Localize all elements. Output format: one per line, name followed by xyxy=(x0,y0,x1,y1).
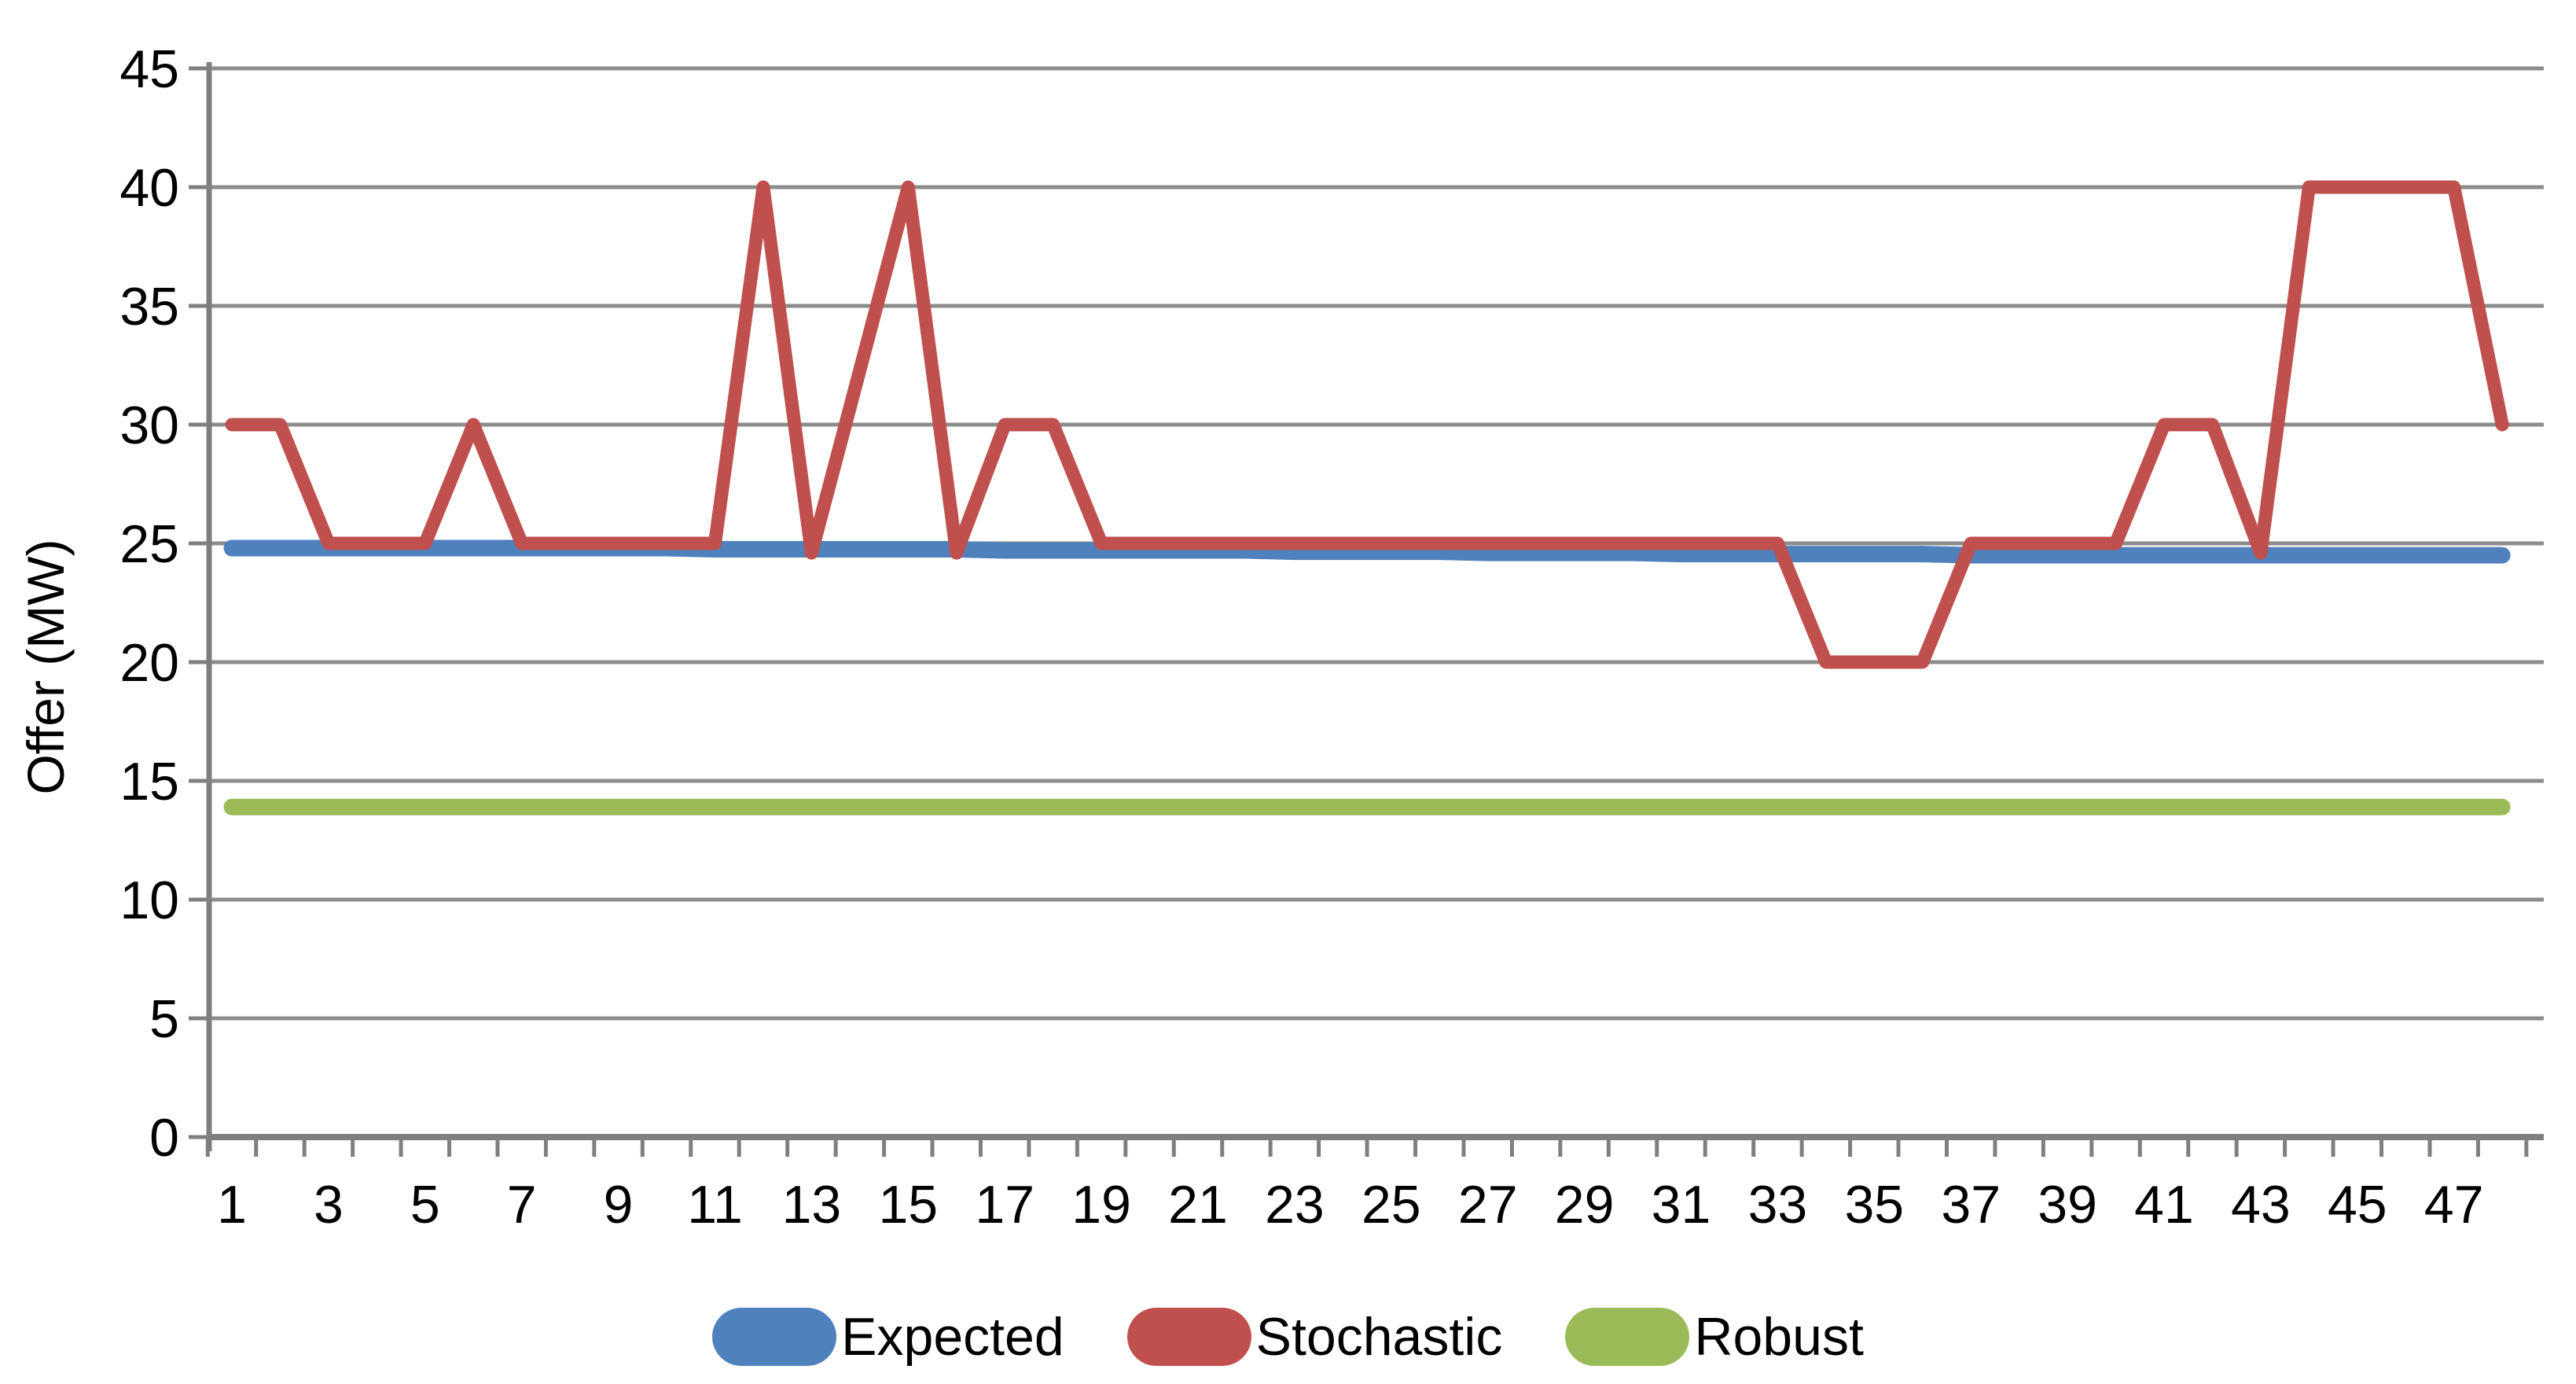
expected-line-swatch-icon xyxy=(712,1308,837,1366)
stochastic-line-swatch-icon xyxy=(1126,1308,1251,1366)
y-tick-label: 30 xyxy=(119,396,179,455)
x-tick-label: 31 xyxy=(1652,1175,1711,1235)
x-tick-label: 7 xyxy=(507,1175,537,1235)
x-tick-label: 17 xyxy=(975,1175,1034,1235)
x-tick-label: 11 xyxy=(687,1175,743,1235)
y-tick-label: 10 xyxy=(119,871,179,930)
legend-item-stochastic: Stochastic xyxy=(1126,1306,1503,1367)
x-tick-label: 19 xyxy=(1071,1175,1131,1235)
y-tick-label: 15 xyxy=(119,752,179,812)
x-tick-label: 29 xyxy=(1555,1175,1615,1235)
y-tick-label: 0 xyxy=(149,1108,179,1168)
x-tick-label: 3 xyxy=(314,1175,344,1235)
legend-item-expected: Expected xyxy=(712,1306,1064,1367)
legend: Expected Stochastic Robust xyxy=(0,1296,2576,1378)
x-tick-label: 5 xyxy=(410,1175,440,1235)
legend-item-robust: Robust xyxy=(1565,1306,1864,1367)
x-tick-label: 13 xyxy=(782,1175,842,1235)
x-tick-label: 35 xyxy=(1844,1175,1904,1235)
y-tick-label: 5 xyxy=(149,989,179,1049)
x-tick-label: 27 xyxy=(1458,1175,1518,1235)
x-tick-label: 15 xyxy=(878,1175,938,1235)
y-tick-label: 20 xyxy=(119,633,179,693)
y-tick-label: 25 xyxy=(119,514,179,574)
x-tick-label: 9 xyxy=(604,1175,634,1235)
y-tick-label: 40 xyxy=(119,158,179,218)
legend-label-expected: Expected xyxy=(841,1307,1064,1367)
x-tick-label: 21 xyxy=(1168,1175,1228,1235)
x-tick-label: 47 xyxy=(2424,1175,2484,1235)
x-tick-label: 23 xyxy=(1265,1175,1325,1235)
legend-label-robust: Robust xyxy=(1694,1307,1864,1367)
x-tick-label: 33 xyxy=(1748,1175,1808,1235)
x-tick-label: 37 xyxy=(1941,1175,2001,1235)
x-tick-label: 41 xyxy=(2134,1175,2194,1235)
x-tick-label: 43 xyxy=(2231,1175,2291,1235)
y-tick-label: 45 xyxy=(119,39,179,99)
legend-label-stochastic: Stochastic xyxy=(1255,1307,1503,1367)
x-tick-label: 1 xyxy=(217,1175,247,1235)
series-line-stochastic xyxy=(225,180,2509,669)
x-tick-label: 45 xyxy=(2328,1175,2387,1235)
y-tick-label: 35 xyxy=(119,277,179,337)
x-tick-label: 39 xyxy=(2038,1175,2097,1235)
robust-line-swatch-icon xyxy=(1565,1308,1690,1366)
x-tick-label: 25 xyxy=(1361,1175,1421,1235)
y-axis-title: Offer (MW) xyxy=(17,539,75,795)
